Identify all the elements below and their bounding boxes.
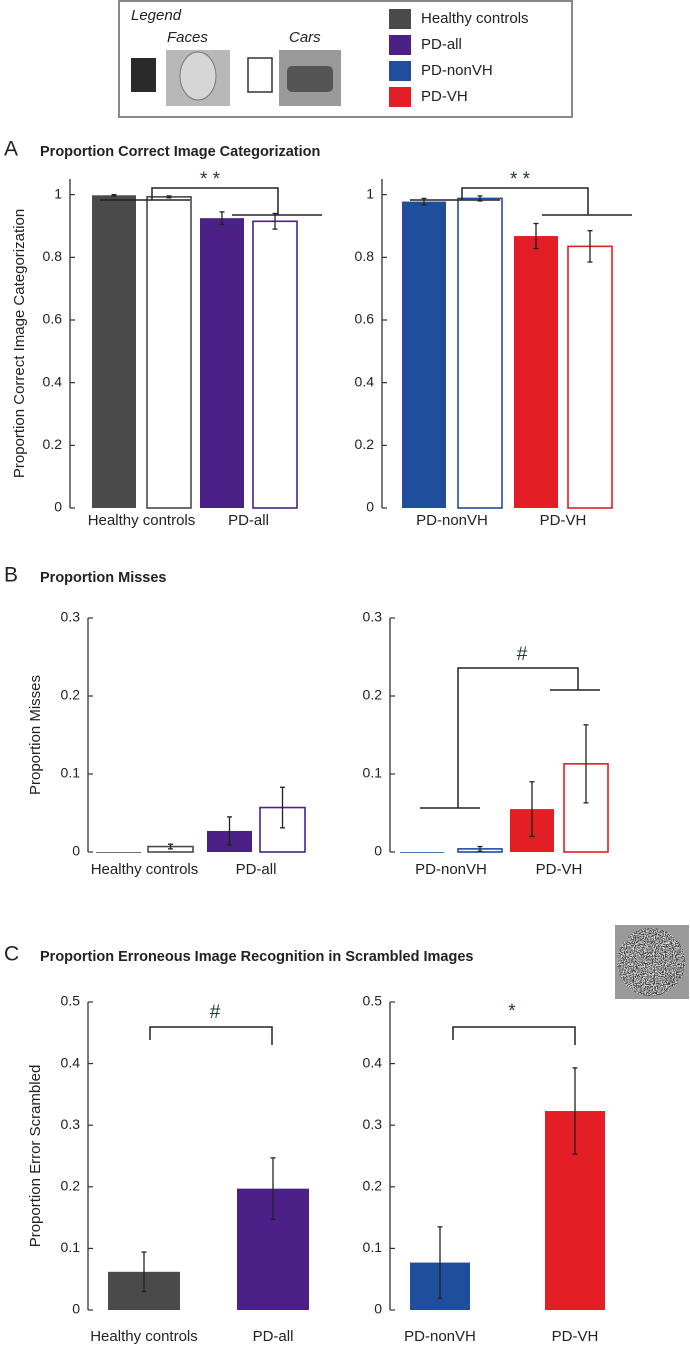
y-tick-label: 0.4: [61, 1054, 81, 1070]
scrambled-noise: [617, 928, 685, 996]
y-tick-label: 0.8: [355, 248, 375, 264]
open-swatch: [247, 57, 273, 93]
y-tick-label: 0: [72, 1301, 80, 1317]
y-tick-label: 1: [366, 185, 374, 201]
panel-letter: C: [4, 943, 19, 966]
legend-label: PD-all: [421, 36, 462, 53]
x-tick-label: PD-all: [236, 861, 277, 878]
x-tick-label: Healthy controls: [90, 1328, 198, 1345]
legend-stimulus: Cars: [289, 29, 321, 46]
panel-title: Proportion Misses: [40, 570, 167, 586]
significance-bracket: [461, 187, 589, 215]
y-tick-label: 0.3: [61, 1116, 81, 1132]
bar: [402, 201, 446, 508]
y-tick-label: 0.2: [43, 436, 63, 452]
legend-stimulus: Faces: [167, 29, 208, 46]
bar: [252, 220, 298, 509]
x-tick-label: Healthy controls: [88, 512, 196, 529]
significance-bracket: [151, 187, 279, 215]
significance-label: * *: [200, 169, 221, 190]
bar: [96, 852, 141, 853]
bar: [514, 236, 558, 508]
y-tick-label: 0.1: [363, 1239, 383, 1255]
y-tick-label: 0.1: [61, 765, 81, 781]
y-tick-label: 0.3: [363, 1116, 383, 1132]
y-tick-label: 0.6: [355, 311, 375, 327]
y-tick-label: 0: [374, 1301, 382, 1317]
legend-label: Healthy controls: [421, 10, 529, 27]
x-tick-label: PD-VH: [552, 1328, 599, 1345]
filled-swatch: [131, 58, 156, 92]
x-tick-label: PD-all: [228, 512, 269, 529]
legend-title: Legend: [131, 7, 182, 24]
x-tick-label: PD-nonVH: [416, 512, 488, 529]
x-tick-label: Healthy controls: [91, 861, 199, 878]
y-tick-label: 0.1: [363, 765, 383, 781]
legend-swatch: [389, 61, 411, 81]
significance-bracket: [457, 667, 579, 808]
y-tick-label: 0.3: [363, 609, 383, 625]
bar: [92, 195, 136, 508]
bar: [146, 196, 192, 509]
bar: [457, 197, 503, 509]
y-tick-label: 0: [54, 499, 62, 515]
legend-swatch: [389, 87, 411, 107]
bar: [200, 218, 244, 508]
y-axis-label: Proportion Misses: [27, 675, 44, 795]
significance-label: *: [508, 1001, 516, 1022]
x-tick-label: PD-all: [253, 1328, 294, 1345]
legend-swatch: [389, 35, 411, 55]
panel-letter: B: [4, 564, 18, 587]
panel-title: Proportion Erroneous Image Recognition i…: [40, 949, 473, 965]
y-tick-label: 0.2: [61, 1178, 81, 1194]
significance-bracket: [452, 1026, 576, 1045]
y-tick-label: 0.2: [61, 687, 81, 703]
significance-label: * *: [510, 169, 531, 190]
legend-label: PD-nonVH: [421, 62, 493, 79]
significance-bracket: [149, 1026, 273, 1045]
significance-label: #: [517, 644, 528, 665]
car-shape: [287, 66, 333, 92]
y-tick-label: 0.4: [43, 373, 63, 389]
y-tick-label: 0.4: [355, 373, 375, 389]
y-tick-label: 0: [374, 843, 382, 859]
y-tick-label: 0.1: [61, 1239, 81, 1255]
legend: Legend Faces Cars: [118, 0, 573, 118]
y-tick-label: 0.5: [61, 993, 81, 1009]
panel-letter: A: [4, 138, 18, 161]
x-tick-label: PD-nonVH: [404, 1328, 476, 1345]
y-axis-label: Proportion Correct Image Categorization: [11, 209, 28, 478]
y-tick-label: 0.5: [363, 993, 383, 1009]
y-tick-label: 0: [366, 499, 374, 515]
bar: [567, 245, 613, 509]
y-tick-label: 0.2: [363, 687, 383, 703]
significance-label: #: [210, 1002, 221, 1023]
panel-title: Proportion Correct Image Categorization: [40, 144, 320, 160]
y-tick-label: 0: [72, 843, 80, 859]
y-tick-label: 0.8: [43, 248, 63, 264]
x-tick-label: PD-VH: [536, 861, 583, 878]
legend-label: PD-VH: [421, 88, 468, 105]
face-shape: [179, 51, 217, 101]
y-tick-label: 0.2: [363, 1178, 383, 1194]
bar: [400, 852, 444, 853]
y-tick-label: 1: [54, 185, 62, 201]
y-tick-label: 0.2: [355, 436, 375, 452]
y-tick-label: 0.4: [363, 1054, 383, 1070]
y-tick-label: 0.6: [43, 311, 63, 327]
y-axis-label: Proportion Error Scrambled: [27, 1065, 44, 1248]
x-tick-label: PD-nonVH: [415, 861, 487, 878]
x-tick-label: PD-VH: [540, 512, 587, 529]
y-tick-label: 0.3: [61, 609, 81, 625]
legend-swatch: [389, 9, 411, 29]
